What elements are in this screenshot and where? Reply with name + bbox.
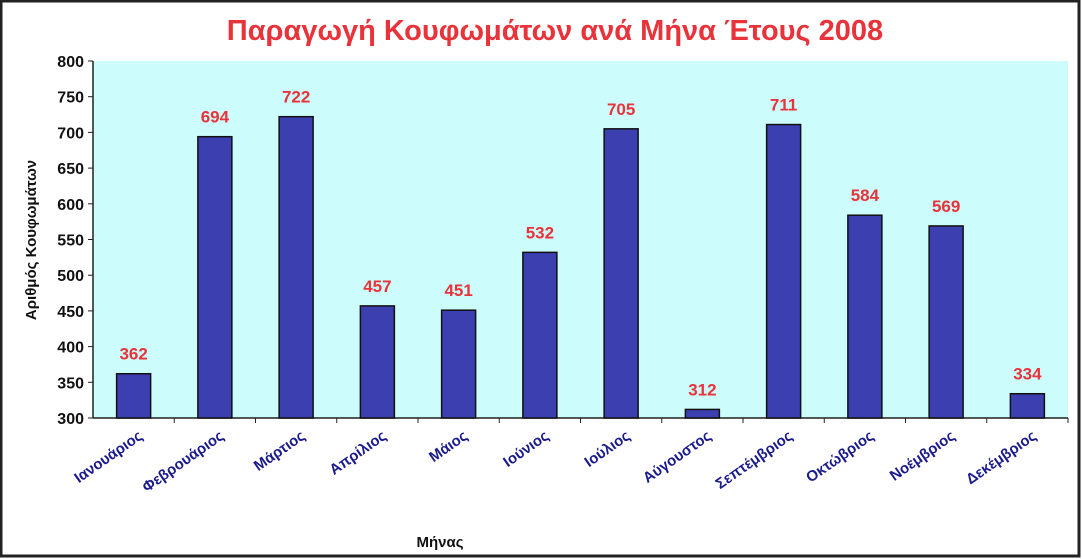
data-label: 694 [201,108,230,127]
data-label: 451 [444,281,472,300]
data-label: 532 [526,223,554,242]
y-tick-label: 550 [57,233,84,250]
data-label: 362 [119,345,147,364]
bar [440,309,477,419]
bar [359,305,396,419]
bar [603,128,639,419]
y-tick-label: 600 [57,197,84,214]
y-tick-label: 400 [57,340,84,357]
data-label: 312 [688,380,716,399]
bar [847,214,883,419]
plot-area [93,61,1068,418]
bar [1009,392,1046,419]
y-tick-label: 500 [57,268,84,285]
bar [115,372,152,419]
y-axis-label: Αριθμός Κουφωμάτων [23,160,40,320]
bar [278,115,314,419]
data-label: 334 [1013,365,1042,384]
data-label: 457 [363,277,391,296]
data-label: 569 [932,197,960,216]
bar [684,408,721,419]
y-tick-label: 700 [57,125,84,142]
data-label: 711 [770,96,797,115]
x-axis-label: Μήνας [416,534,463,551]
data-label: 584 [851,186,880,205]
bar [197,135,233,419]
y-tick-label: 800 [57,54,84,71]
y-tick-label: 450 [57,304,84,321]
chart-title: Παραγωγή Κουφωμάτων ανά Μήνα Έτους 2008 [227,15,883,47]
bar [928,225,964,419]
y-tick-label: 650 [57,161,84,178]
data-label: 722 [282,88,310,107]
bar [765,123,802,419]
y-tick-label: 750 [57,90,84,107]
y-tick-label: 350 [57,375,84,392]
data-label: 705 [607,100,635,119]
y-tick-label: 300 [57,411,84,428]
bar [522,251,558,419]
